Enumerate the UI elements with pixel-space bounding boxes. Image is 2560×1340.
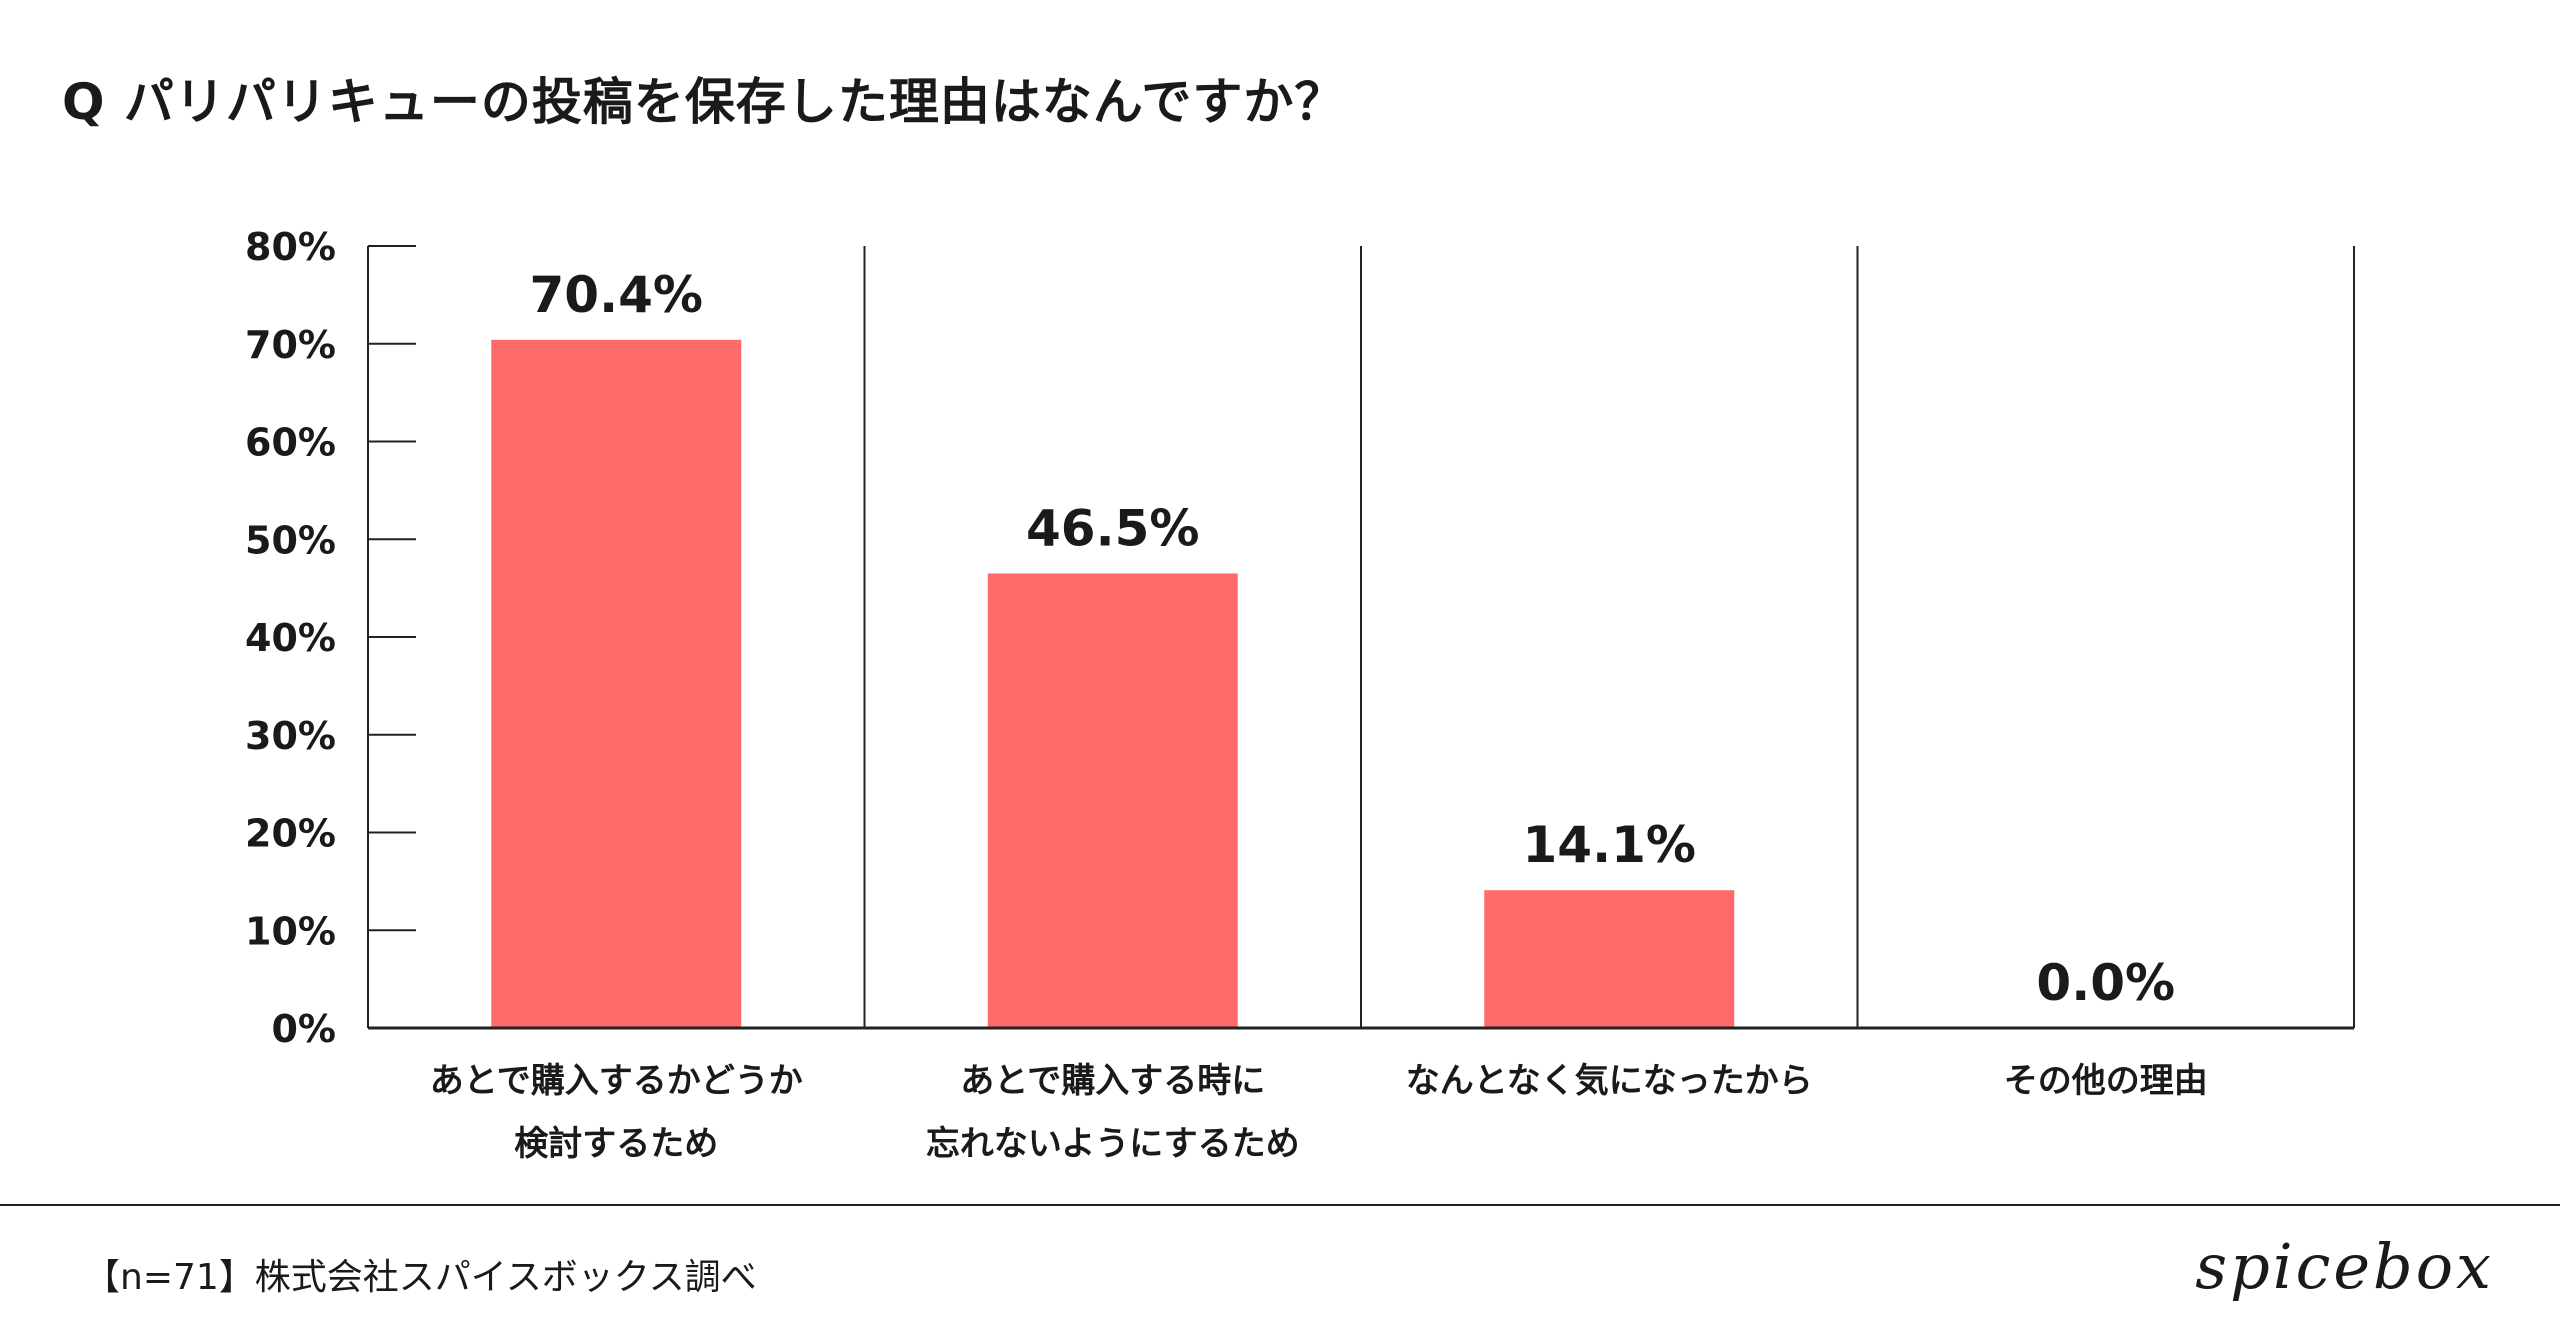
y-tick-label: 70% bbox=[245, 323, 336, 367]
bar bbox=[987, 573, 1238, 1028]
brand-logo: spicebox bbox=[2195, 1230, 2494, 1303]
bar bbox=[491, 339, 742, 1029]
bar bbox=[1484, 890, 1735, 1028]
bar-chart: 0% 10% 20% 30% 40% 50% 60% 70% 80% 70.4% あとで購入するかど… bbox=[245, 225, 2355, 1164]
footer-divider bbox=[0, 1204, 2560, 1206]
y-tick-label: 50% bbox=[245, 518, 336, 562]
data-label: 70.4% bbox=[530, 266, 703, 324]
data-label: 14.1% bbox=[1523, 816, 1696, 874]
y-tick-label: 40% bbox=[245, 616, 336, 660]
category-label: 検討するため bbox=[514, 1124, 718, 1164]
y-tick-label: 0% bbox=[271, 1007, 336, 1051]
y-tick-label: 30% bbox=[245, 714, 336, 758]
y-tick-label: 60% bbox=[245, 421, 336, 465]
data-label: 0.0% bbox=[2036, 954, 2175, 1012]
category-label: あとで購入する時に bbox=[960, 1061, 1265, 1101]
category-label: あとで購入するかどうか bbox=[430, 1061, 803, 1101]
chart-title: Q パリパリキューの投稿を保存した理由はなんですか？ bbox=[62, 73, 1346, 131]
survey-source: 【n=71】株式会社スパイスボックス調べ bbox=[84, 1257, 757, 1298]
y-tick-label: 80% bbox=[245, 225, 336, 269]
category-label: なんとなく気になったから bbox=[1406, 1061, 1813, 1101]
y-tick-label: 20% bbox=[245, 812, 336, 856]
y-tick-label: 10% bbox=[245, 909, 336, 953]
category-label: 忘れないようにするため bbox=[926, 1124, 1300, 1164]
data-label: 46.5% bbox=[1026, 499, 1199, 557]
category-label: その他の理由 bbox=[2004, 1061, 2208, 1101]
